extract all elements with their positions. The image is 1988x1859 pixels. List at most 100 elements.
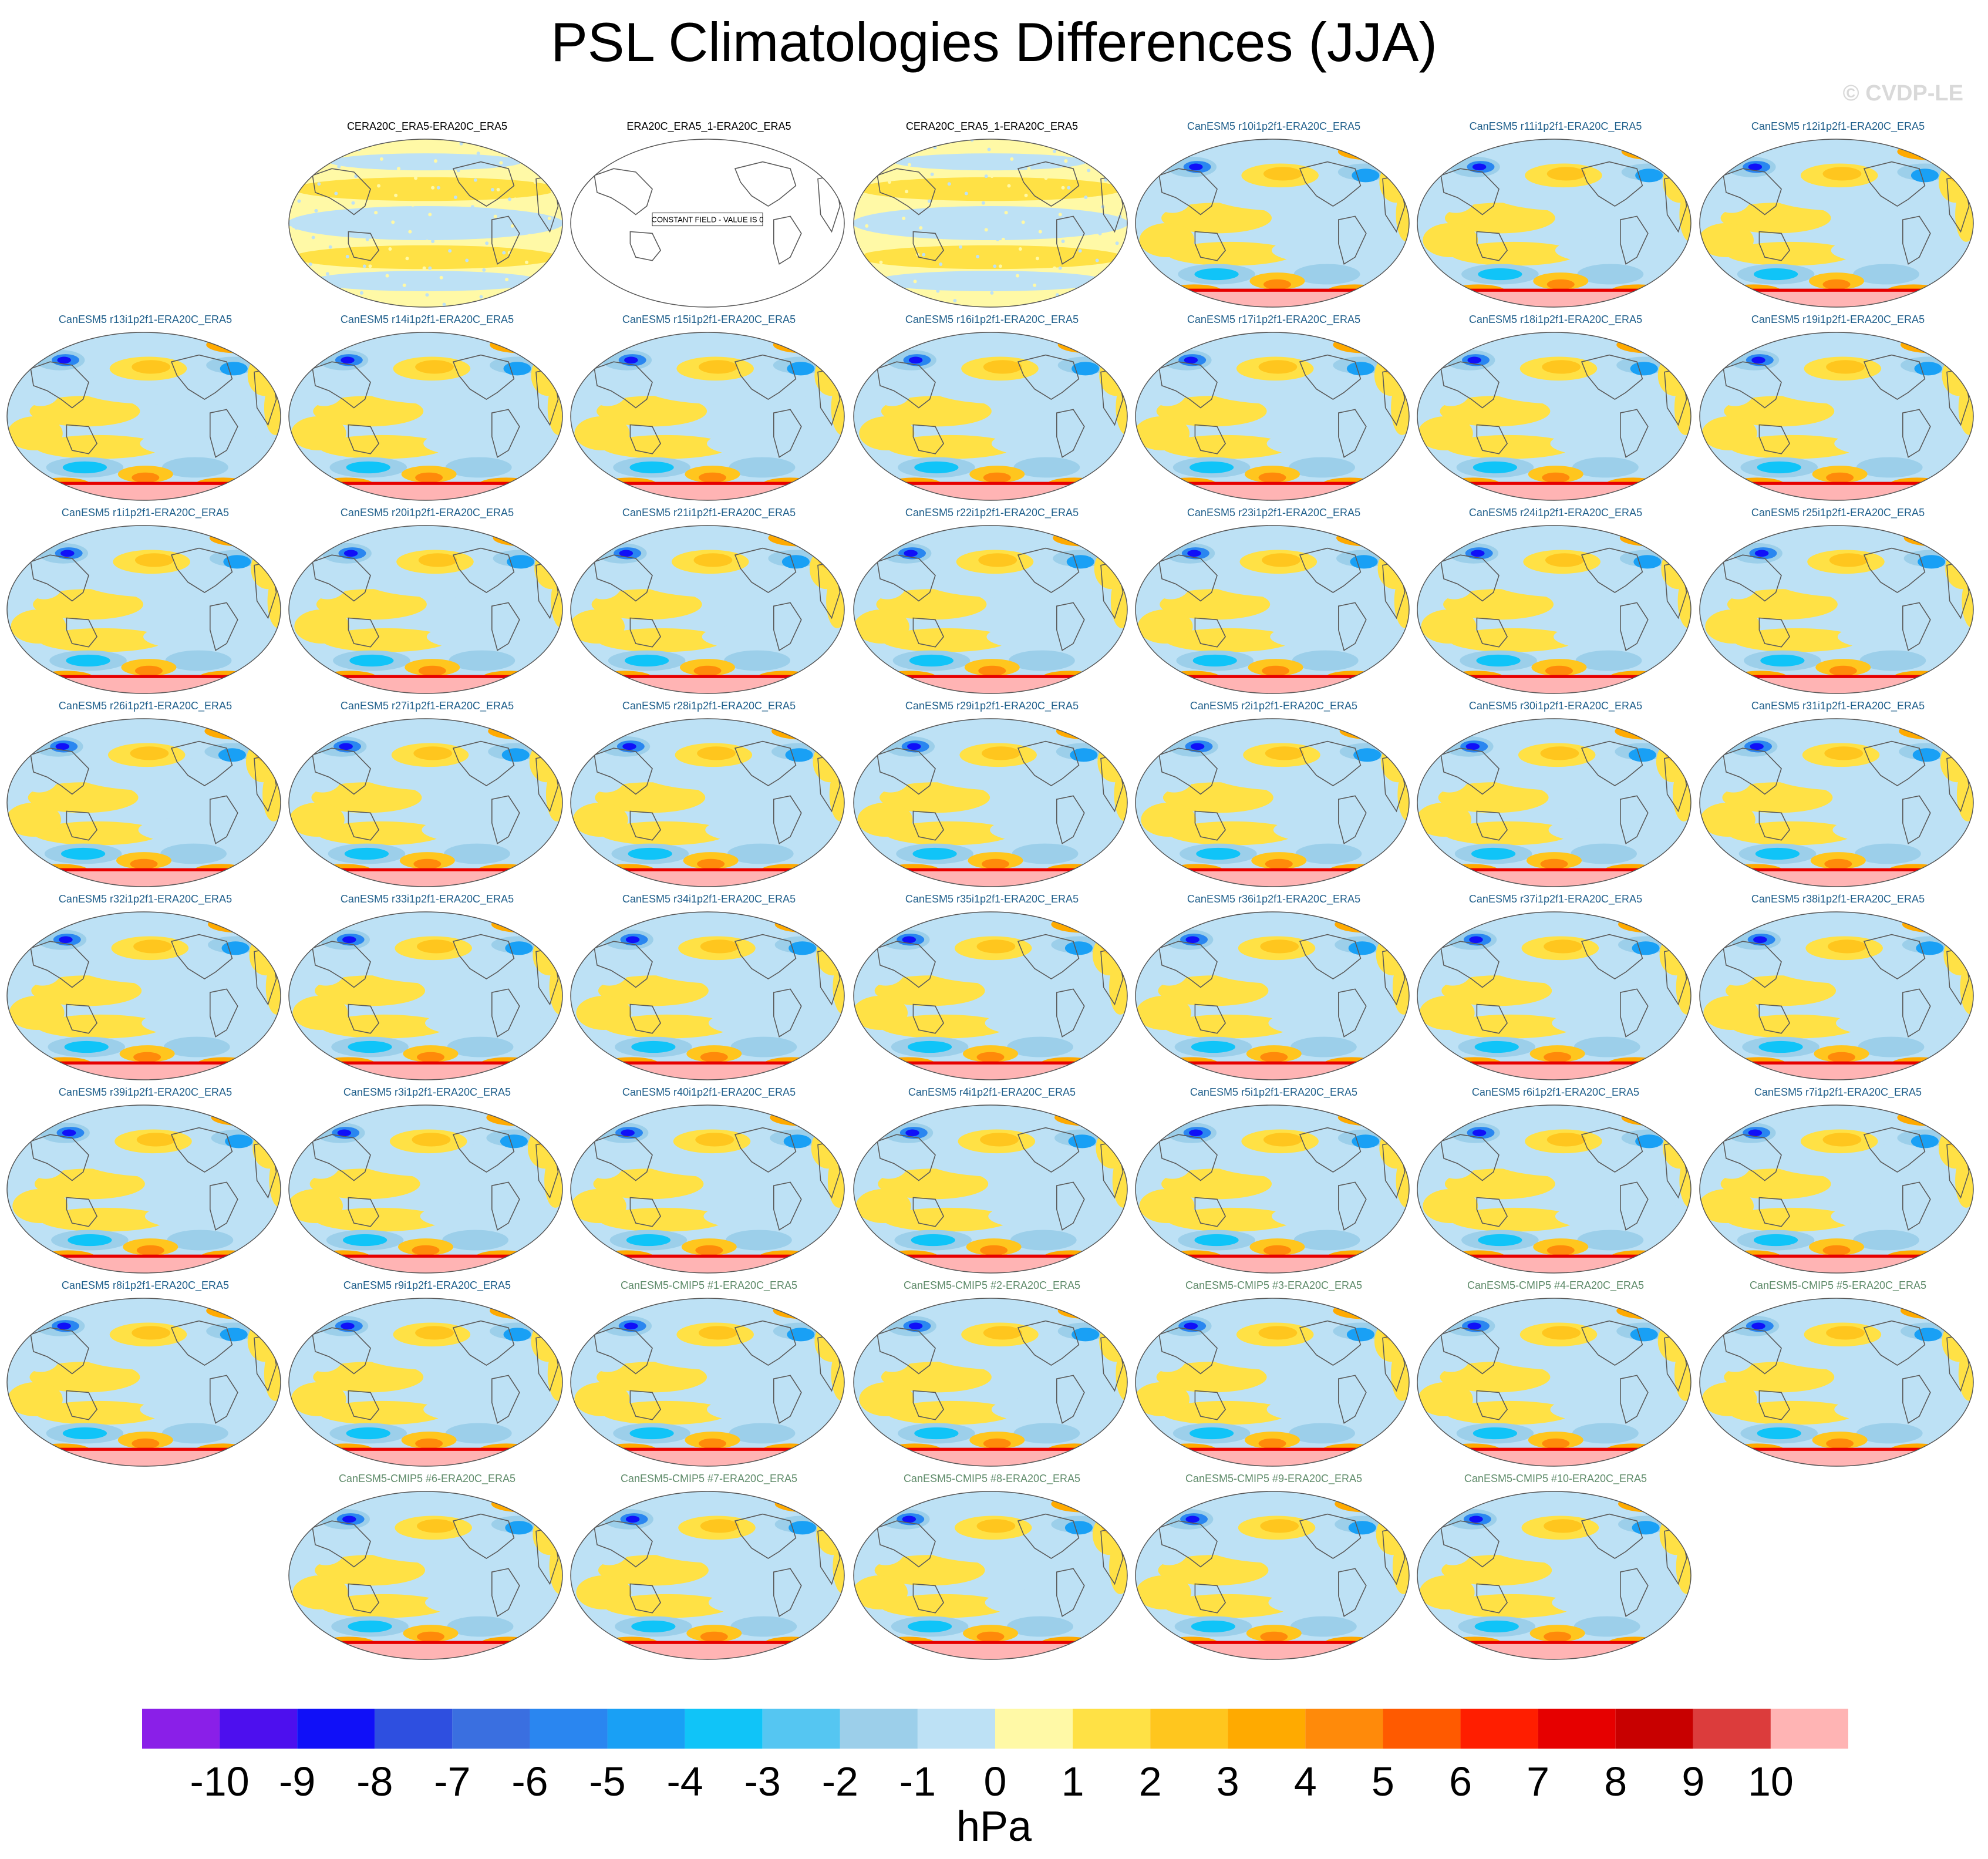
- field-contour: [1148, 1341, 1187, 1372]
- field-contour: [420, 1203, 542, 1230]
- field-contour: [700, 1631, 728, 1642]
- field-contour: [320, 1594, 447, 1618]
- field-contour: [547, 380, 562, 435]
- field-contour: [1621, 143, 1688, 160]
- antarctic-edge: [854, 1061, 1127, 1065]
- field-contour: [1467, 1322, 1481, 1330]
- coastline: [734, 354, 797, 400]
- coastline: [1194, 424, 1227, 454]
- antarctic-band: [289, 1450, 562, 1466]
- field-contour: [829, 767, 844, 821]
- map-svg: [853, 1298, 1128, 1467]
- map-field: [288, 139, 562, 307]
- field-contour: [854, 206, 1127, 240]
- field-contour: [625, 654, 669, 667]
- field-speckle: [1050, 293, 1054, 297]
- field-speckle: [899, 243, 903, 247]
- antarctic-band: [571, 1064, 844, 1080]
- field-contour: [1064, 941, 1093, 955]
- coastline: [1158, 747, 1218, 795]
- colorbar-tick-label: 2: [1139, 1759, 1162, 1803]
- field-contour: [631, 1620, 676, 1633]
- field-contour: [1158, 975, 1269, 1006]
- field-contour: [247, 355, 281, 396]
- map-panel: CanESM5 r17i1p2f1-ERA20C_ERA5: [1134, 314, 1413, 504]
- field-speckle: [345, 255, 349, 259]
- map-panel: CanESM5 r36i1p2f1-ERA20C_ERA5: [1134, 893, 1413, 1084]
- antarctic-band: [289, 1064, 562, 1080]
- field-contour: [914, 1427, 959, 1440]
- field-contour: [1469, 936, 1483, 944]
- map-border: [570, 1104, 845, 1274]
- field-contour: [773, 1302, 840, 1319]
- map-field: [289, 1298, 562, 1466]
- field-contour: [425, 1589, 547, 1616]
- field-speckle: [288, 253, 289, 257]
- coastline: [1338, 795, 1367, 844]
- field-contour: [255, 355, 278, 376]
- coastline: [1863, 934, 1926, 979]
- field-contour: [447, 1616, 514, 1637]
- coastline: [210, 988, 238, 1038]
- field-speckle: [990, 174, 994, 179]
- antarctic-edge: [7, 868, 281, 871]
- field-contour: [1491, 1143, 1657, 1177]
- coastline: [912, 1003, 945, 1034]
- field-contour: [1444, 821, 1571, 846]
- coastline: [773, 215, 802, 265]
- map-panel: CanESM5 r35i1p2f1-ERA20C_ERA5: [853, 893, 1131, 1084]
- field-contour: [1168, 821, 1296, 846]
- field-contour: [1542, 360, 1581, 374]
- field-contour: [1635, 169, 1663, 183]
- map-panel: CanESM5 r33i1p2f1-ERA20C_ERA5: [288, 893, 567, 1084]
- field-contour: [1550, 1396, 1672, 1423]
- field-contour: [1719, 568, 1758, 600]
- field-contour: [1101, 934, 1123, 955]
- map-border: [570, 525, 845, 694]
- panel-title: CanESM5 r10i1p2f1-ERA20C_ERA5: [1187, 120, 1361, 132]
- colorbar-box: [685, 1709, 763, 1749]
- antarctic-edge: [289, 1641, 562, 1644]
- field-contour: [33, 589, 144, 620]
- field-contour: [132, 1326, 171, 1340]
- antarctic-band: [1700, 291, 1973, 307]
- antarctic-band: [571, 1257, 844, 1273]
- field-contour: [1190, 461, 1234, 474]
- coastline: [1056, 409, 1085, 458]
- antarctic-band: [7, 1450, 281, 1466]
- field-contour: [624, 1322, 638, 1330]
- field-contour: [1953, 548, 1973, 569]
- coastline: [312, 747, 371, 795]
- field-speckle: [882, 234, 886, 238]
- map-border: [1135, 139, 1410, 308]
- field-contour: [823, 355, 844, 376]
- map-field: [1417, 1105, 1691, 1273]
- field-contour: [1336, 529, 1403, 547]
- field-contour: [1162, 1400, 1289, 1425]
- field-contour: [447, 1036, 514, 1058]
- map-field: [571, 1105, 844, 1273]
- field-contour: [1419, 996, 1475, 1030]
- field-contour: [28, 782, 139, 813]
- field-contour: [1139, 223, 1195, 257]
- map-panel: CanESM5 r23i1p2f1-ERA20C_ERA5: [1134, 507, 1413, 698]
- field-contour: [589, 1534, 629, 1565]
- field-contour: [21, 1341, 60, 1372]
- antarctic-band: [1417, 484, 1691, 500]
- field-contour: [985, 1589, 1107, 1616]
- field-contour: [29, 1362, 140, 1393]
- field-speckle: [502, 304, 506, 307]
- coastline: [1581, 934, 1643, 979]
- field-speckle: [439, 159, 443, 163]
- watermark: © CVDP-LE: [1842, 81, 1963, 106]
- coastline: [312, 1327, 371, 1375]
- field-contour: [416, 1519, 456, 1533]
- panel-title: CanESM5 r39i1p2f1-ERA20C_ERA5: [58, 1086, 233, 1098]
- field-contour: [140, 430, 262, 457]
- field-speckle: [289, 279, 292, 284]
- map-border: [1699, 718, 1974, 887]
- field-contour: [1753, 936, 1767, 944]
- coastline: [1758, 617, 1791, 648]
- coastline: [1723, 168, 1782, 215]
- field-contour: [31, 975, 142, 1006]
